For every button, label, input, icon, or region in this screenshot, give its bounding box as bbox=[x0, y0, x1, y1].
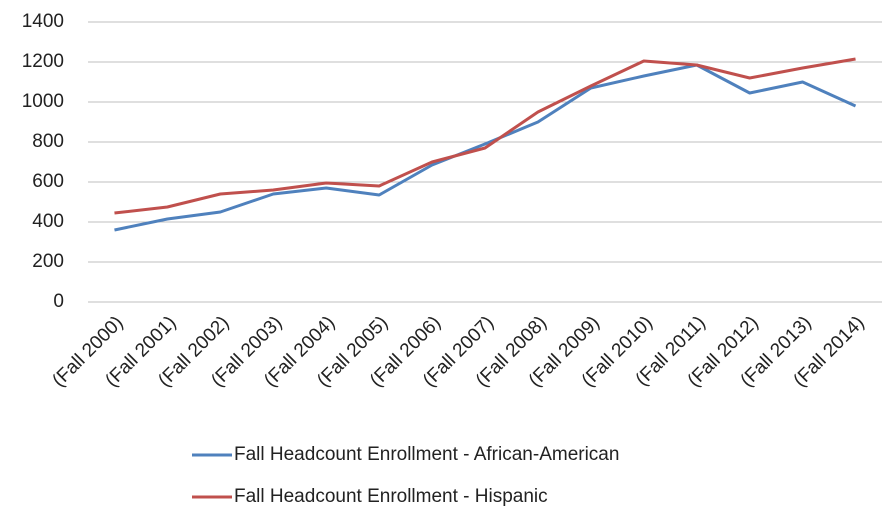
legend-label: Fall Headcount Enrollment - Hispanic bbox=[234, 486, 548, 507]
y-tick-label: 1000 bbox=[22, 91, 64, 112]
line-series bbox=[114, 63, 857, 232]
y-tick-label: 0 bbox=[53, 291, 64, 312]
line-series bbox=[114, 57, 856, 215]
y-tick-label: 200 bbox=[32, 251, 64, 272]
y-tick-label: 1400 bbox=[22, 11, 64, 32]
legend-label: Fall Headcount Enrollment - African-Amer… bbox=[234, 444, 619, 465]
y-tick-label: 800 bbox=[32, 131, 64, 152]
y-tick-label: 1200 bbox=[22, 51, 64, 72]
y-tick-label: 400 bbox=[32, 211, 64, 232]
y-tick-label: 600 bbox=[32, 171, 64, 192]
